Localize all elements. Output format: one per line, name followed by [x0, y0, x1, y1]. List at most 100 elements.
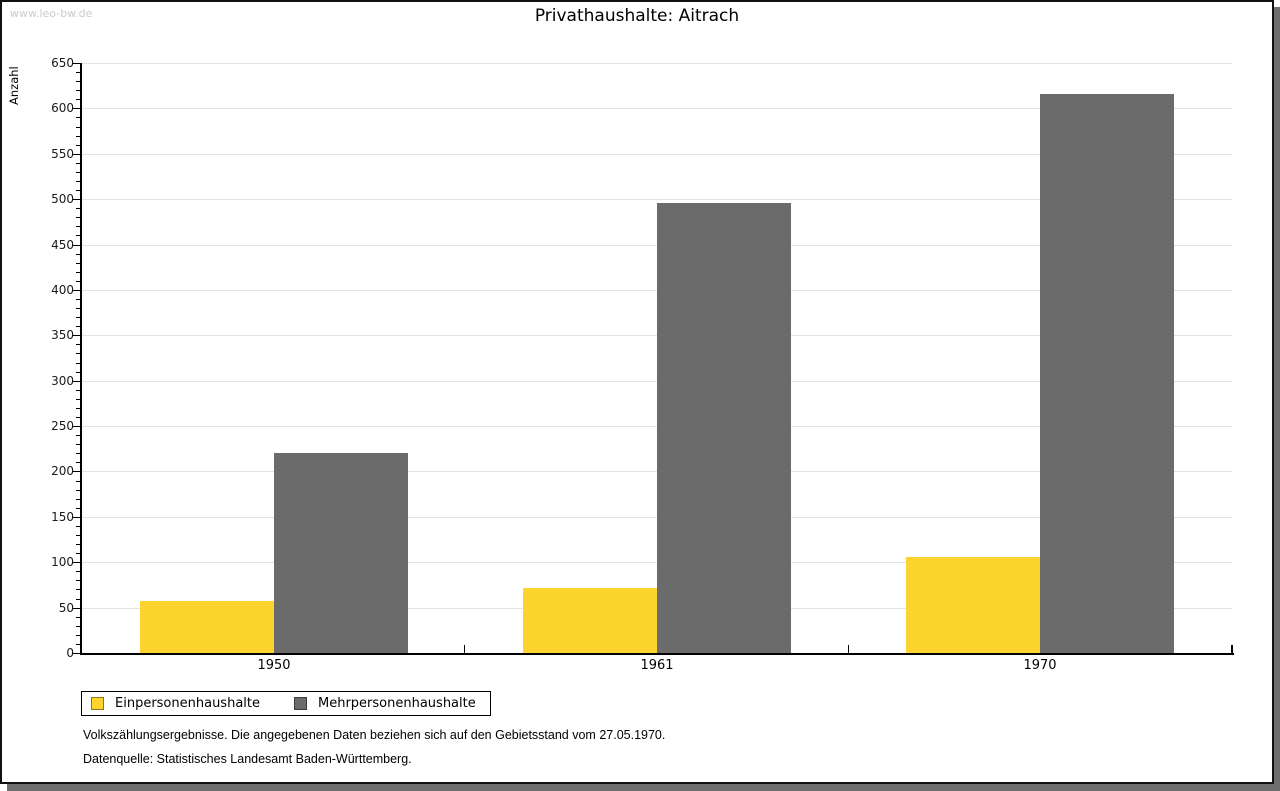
y-tick-label-650: 650: [51, 56, 74, 70]
legend-item-mehrpersonenhaushalte: Mehrpersonenhaushalte: [294, 696, 476, 711]
y-minor-tick-490: [76, 208, 80, 209]
y-tick-label-600: 600: [51, 101, 74, 115]
y-tick-label-500: 500: [51, 192, 74, 206]
gridline-650: [82, 63, 1232, 64]
y-minor-tick-340: [76, 344, 80, 345]
legend-label-mehrpersonenhaushalte: Mehrpersonenhaushalte: [318, 696, 476, 711]
y-minor-tick-290: [76, 390, 80, 391]
y-major-tick-500: [72, 199, 80, 200]
footnote-datenquelle: Datenquelle: Statistisches Landesamt Bad…: [83, 752, 412, 766]
y-minor-tick-230: [76, 444, 80, 445]
y-minor-tick-260: [76, 417, 80, 418]
chart-title: Privathaushalte: Aitrach: [534, 6, 740, 26]
legend-swatch-mehrpersonenhaushalte: [294, 697, 307, 710]
y-tick-label-450: 450: [51, 238, 74, 252]
watermark: www.leo-bw.de: [10, 7, 93, 20]
y-minor-tick-630: [76, 81, 80, 82]
y-major-tick-250: [72, 426, 80, 427]
y-tick-label-100: 100: [51, 555, 74, 569]
y-minor-tick-240: [76, 435, 80, 436]
gridline-550: [82, 154, 1232, 155]
y-tick-label-50: 50: [58, 601, 74, 615]
x-axis-line: [80, 653, 1234, 655]
y-major-tick-150: [72, 517, 80, 518]
y-major-tick-100: [72, 562, 80, 563]
y-minor-tick-170: [76, 499, 80, 500]
y-tick-label-550: 550: [51, 147, 74, 161]
x-tick-label-1961: 1961: [640, 658, 674, 673]
y-major-tick-550: [72, 154, 80, 155]
y-minor-tick-610: [76, 99, 80, 100]
y-minor-tick-30: [76, 626, 80, 627]
y-major-tick-400: [72, 290, 80, 291]
y-minor-tick-310: [76, 372, 80, 373]
y-minor-tick-510: [76, 190, 80, 191]
gridline-500: [82, 199, 1232, 200]
y-tick-label-0: 0: [66, 646, 74, 660]
y-minor-tick-20: [76, 635, 80, 636]
bar-einpersonenhaushalte-1970: [906, 557, 1040, 653]
y-minor-tick-10: [76, 644, 80, 645]
y-minor-tick-80: [76, 580, 80, 581]
y-minor-tick-220: [76, 453, 80, 454]
y-axis-line: [80, 63, 82, 655]
y-minor-tick-110: [76, 553, 80, 554]
y-minor-tick-530: [76, 172, 80, 173]
y-minor-tick-560: [76, 145, 80, 146]
y-minor-tick-570: [76, 136, 80, 137]
y-minor-tick-140: [76, 526, 80, 527]
y-minor-tick-440: [76, 254, 80, 255]
y-minor-tick-60: [76, 599, 80, 600]
y-minor-tick-420: [76, 272, 80, 273]
y-minor-tick-280: [76, 399, 80, 400]
y-minor-tick-210: [76, 462, 80, 463]
y-tick-label-350: 350: [51, 328, 74, 342]
y-minor-tick-520: [76, 181, 80, 182]
y-major-tick-300: [72, 381, 80, 382]
y-minor-tick-410: [76, 281, 80, 282]
y-minor-tick-590: [76, 117, 80, 118]
y-minor-tick-160: [76, 508, 80, 509]
legend-item-einpersonenhaushalte: Einpersonenhaushalte: [91, 696, 260, 711]
y-major-tick-50: [72, 608, 80, 609]
y-minor-tick-190: [76, 481, 80, 482]
y-minor-tick-180: [76, 490, 80, 491]
footnote-gebietsstand: Volkszählungsergebnisse. Die angegebenen…: [83, 728, 666, 742]
y-minor-tick-270: [76, 408, 80, 409]
y-tick-label-400: 400: [51, 283, 74, 297]
x-boundary-tick-1: [464, 645, 465, 653]
bar-einpersonenhaushalte-1961: [523, 588, 657, 653]
chart-canvas: 1950 1961 1970 0 50 100 150 200 250 300 350 400 450 5…: [2, 2, 1272, 782]
legend-label-einpersonenhaushalte: Einpersonenhaushalte: [115, 696, 260, 711]
x-boundary-tick-2: [848, 645, 849, 653]
x-boundary-tick-3: [1231, 645, 1233, 653]
y-major-tick-200: [72, 471, 80, 472]
x-tick-label-1950: 1950: [257, 658, 291, 673]
y-minor-tick-70: [76, 589, 80, 590]
y-minor-tick-480: [76, 217, 80, 218]
y-tick-label-200: 200: [51, 464, 74, 478]
y-minor-tick-330: [76, 353, 80, 354]
y-minor-tick-370: [76, 317, 80, 318]
y-minor-tick-430: [76, 263, 80, 264]
y-minor-tick-360: [76, 326, 80, 327]
y-minor-tick-620: [76, 90, 80, 91]
y-minor-tick-320: [76, 363, 80, 364]
legend-swatch-einpersonenhaushalte: [91, 697, 104, 710]
y-minor-tick-540: [76, 163, 80, 164]
y-tick-label-250: 250: [51, 419, 74, 433]
y-major-tick-0: [72, 653, 80, 654]
y-minor-tick-470: [76, 226, 80, 227]
legend: Einpersonenhaushalte Mehrpersonenhaushal…: [81, 691, 491, 716]
y-minor-tick-390: [76, 299, 80, 300]
x-tick-label-1970: 1970: [1023, 658, 1057, 673]
y-minor-tick-90: [76, 571, 80, 572]
y-minor-tick-130: [76, 535, 80, 536]
y-tick-label-300: 300: [51, 374, 74, 388]
y-major-tick-600: [72, 108, 80, 109]
y-minor-tick-640: [76, 72, 80, 73]
y-major-tick-450: [72, 245, 80, 246]
y-major-tick-350: [72, 335, 80, 336]
y-minor-tick-460: [76, 235, 80, 236]
